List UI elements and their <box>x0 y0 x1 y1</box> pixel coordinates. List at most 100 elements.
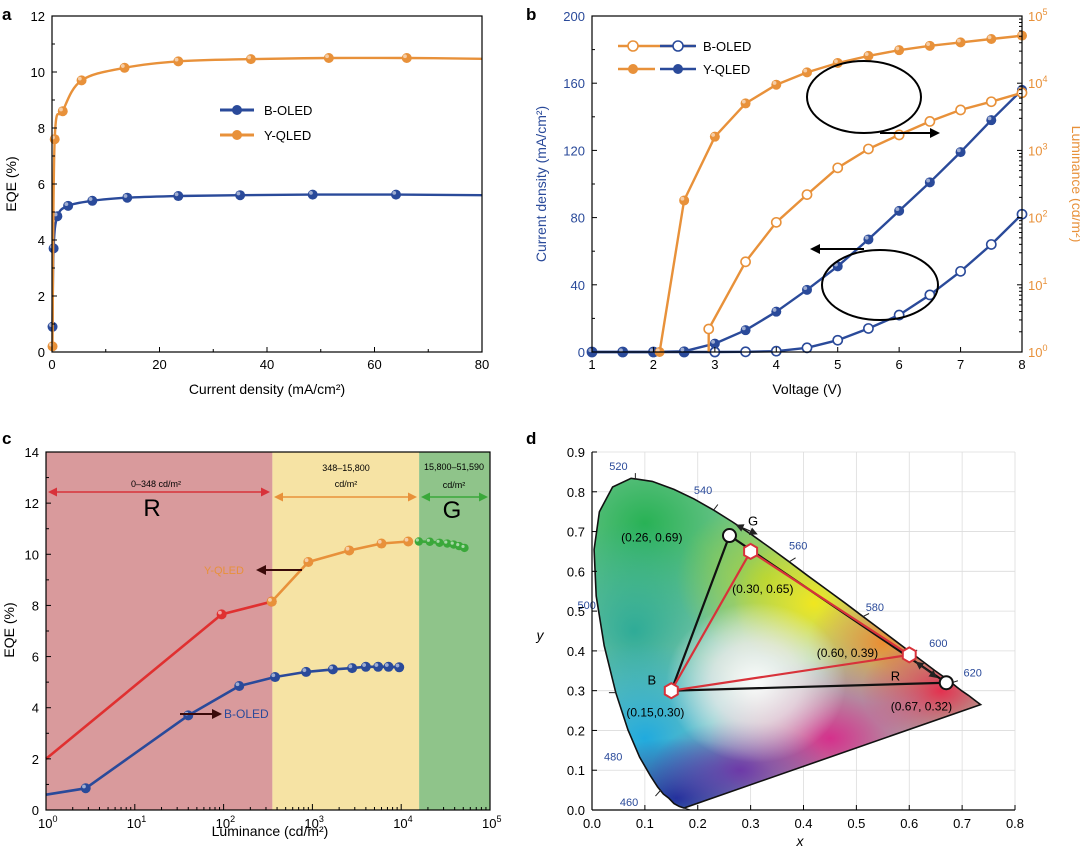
panel-b-y2tick-label: 104 <box>1028 74 1047 91</box>
panel-a-series-line <box>51 56 483 347</box>
panel-b-point-shine <box>680 347 685 352</box>
panel-b-point-fill <box>740 325 751 336</box>
panel-c-point-shine <box>362 663 367 667</box>
panel-c-range-g-1: 15,800–51,590 <box>424 462 484 472</box>
panel-d-ytick-label: 0.1 <box>567 763 585 778</box>
panel-b-point <box>955 37 966 48</box>
panel-c-ytick-label: 0 <box>32 803 39 818</box>
panel-d-ytick-label: 0.4 <box>567 644 585 659</box>
panel-c-point-shine <box>329 665 334 670</box>
panel-b-point-open <box>703 323 715 335</box>
panel-c-point-fill <box>360 661 371 672</box>
panel-c-point-fill <box>403 536 414 547</box>
cie-triangle-red <box>669 549 913 693</box>
panel-c-point-fill <box>327 664 338 675</box>
panel-a-ytick-label: 12 <box>31 9 45 24</box>
panel-c-point-fill <box>394 662 405 673</box>
panel-b-point <box>709 131 720 142</box>
panel-b-point <box>802 67 812 78</box>
panel-d-xtick-label: 0.3 <box>742 816 760 831</box>
panel-c-point <box>266 596 277 607</box>
panel-b-point-fill <box>679 346 690 357</box>
panel-b-xtick-label: 3 <box>711 357 718 372</box>
panel-b-point-shine <box>711 133 716 137</box>
panel-c-point-shine <box>384 663 389 667</box>
panel-a-point-fill <box>119 62 130 73</box>
panel-a-series-line <box>51 193 483 327</box>
panel-b-point-shine <box>803 286 808 290</box>
cie-wavelength-label: 540 <box>694 485 712 497</box>
cie-locus-tick <box>862 613 870 618</box>
panel-b-series-line <box>658 34 1023 353</box>
panel-a-point <box>52 211 63 222</box>
panel-b-point-open <box>832 162 844 174</box>
panel-b-xtick-label: 7 <box>957 357 964 372</box>
panel-b-y2tick-label: 101 <box>1028 276 1047 293</box>
panel-b-point-shine <box>864 235 869 240</box>
panel-a-point <box>49 134 60 145</box>
panel-c-point-shine <box>271 673 276 678</box>
cie-label-b: B <box>648 673 657 688</box>
panel-b-y2tick-label-base: 10 <box>1028 278 1042 293</box>
panel-a-point-shine <box>236 191 241 196</box>
panel-b-point-shine <box>741 326 746 331</box>
panel-d-xtick-label: 0.2 <box>689 816 707 831</box>
panel-a-point <box>119 62 130 73</box>
panel-d-ytick-label: 0.6 <box>567 564 585 579</box>
panel-a-point-fill <box>122 192 133 203</box>
panel-c-point-fill <box>373 661 384 672</box>
cie-wavelength-label: 580 <box>866 602 884 614</box>
panel-c-region-letter-g: G <box>443 497 462 524</box>
panel-b-y2tick-label-exp: 3 <box>1042 141 1047 151</box>
panel-d-ytick-label: 0.5 <box>567 604 585 619</box>
panel-c-xtick-label-base: 10 <box>304 816 318 831</box>
panel-b-y2tick-label: 100 <box>1028 343 1047 360</box>
panel-b-point-open <box>924 116 936 127</box>
panel-c-point <box>183 710 194 721</box>
panel-a-point-shine <box>247 55 252 60</box>
panel-a-point-fill <box>49 134 60 145</box>
cie-coord-label: (0.67, 0.32) <box>891 700 952 714</box>
panel-c-point-fill <box>383 661 394 672</box>
panel-c-xtick-label-exp: 4 <box>408 814 413 824</box>
panel-d-xtick-label: 0.0 <box>583 816 601 831</box>
panel-c-range-r: 0–348 cd/m² <box>131 479 181 489</box>
panel-b-legend-y-qled: Y-QLED <box>703 62 750 77</box>
panel-c-xlabel: Luminance (cd/m²) <box>212 823 329 839</box>
panel-b-y2tick-label: 102 <box>1028 209 1047 226</box>
panel-c-ytick-label: 6 <box>32 650 39 665</box>
panel-a-legend-y-qled: Y-QLED <box>264 128 311 143</box>
panel-a-point <box>122 192 133 203</box>
panel-b-y2tick-label-exp: 1 <box>1042 276 1047 286</box>
panel-c-point-fill <box>303 556 314 567</box>
cie-color-blob <box>665 602 846 763</box>
cie-coord-label: (0.30, 0.65) <box>732 582 793 596</box>
panel-b-point-shine <box>987 116 992 121</box>
panel-a: a Current density (mA/cm²) EQE (%) 0 20 40… <box>2 5 489 397</box>
panel-c-xtick-label-base: 10 <box>127 816 141 831</box>
panel-b-point <box>986 33 997 44</box>
panel-b-ellipse-current <box>821 249 939 321</box>
panel-c-point <box>234 680 245 691</box>
panel-c-xtick-label-base: 10 <box>393 816 407 831</box>
panel-b-legend: B-OLED Y-QLED <box>618 39 751 77</box>
panel-b-point-open <box>955 104 966 116</box>
panel-b-xtick-label: 4 <box>773 357 780 372</box>
panel-c-point-fill <box>301 666 312 677</box>
panel-a-frame <box>51 15 483 353</box>
panel-c-ytick-label: 12 <box>25 496 39 511</box>
panel-b-point-shine <box>680 196 685 201</box>
panel-b-point <box>740 325 751 336</box>
panel-b-point <box>894 45 905 56</box>
panel-b-point-shine <box>772 81 777 85</box>
panel-c-point <box>443 539 452 548</box>
panel-b-point-fill <box>955 147 966 158</box>
panel-c-point-fill <box>80 783 91 794</box>
panel-b-point-shine <box>772 308 777 312</box>
panel-c-point <box>303 556 314 567</box>
panel-b-y2tick-label-exp: 0 <box>1042 343 1047 353</box>
panel-b-point-fill <box>894 205 905 216</box>
panel-a-point <box>245 54 256 65</box>
panel-b-point <box>924 40 935 51</box>
panel-a-point-shine <box>325 54 329 59</box>
